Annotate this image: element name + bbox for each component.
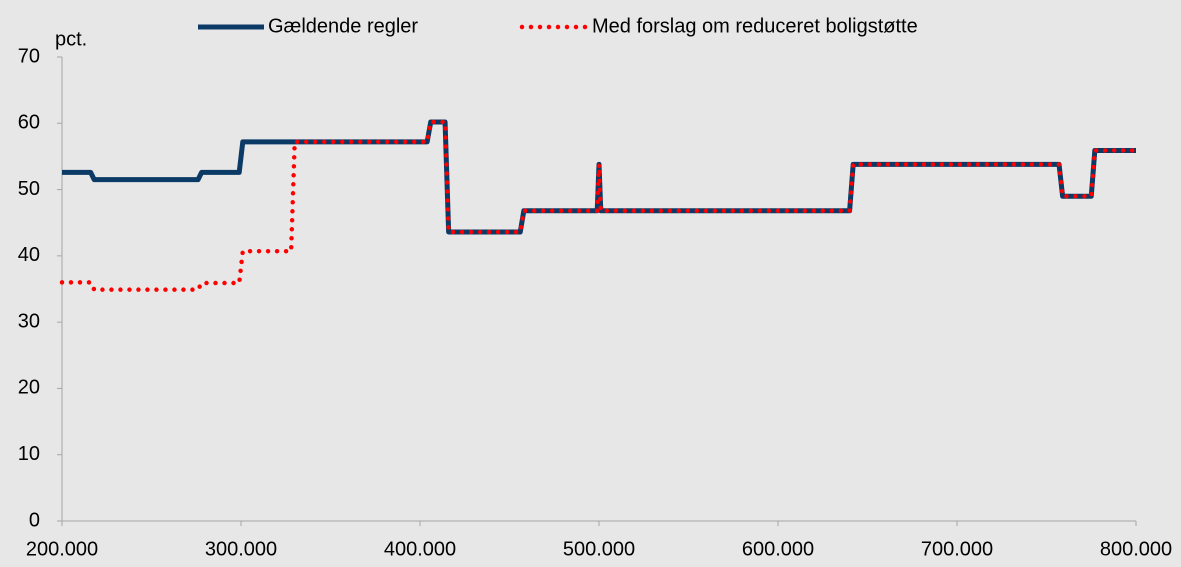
- y-axis-label: pct.: [55, 28, 87, 50]
- y-tick-label: 60: [18, 112, 40, 134]
- y-tick-label: 0: [29, 509, 40, 531]
- x-tick-label: 800.000: [1100, 538, 1172, 560]
- x-tick-label: 500.000: [563, 538, 635, 560]
- legend-label: Gældende regler: [268, 15, 418, 37]
- y-tick-label: 20: [18, 377, 40, 399]
- x-tick-label: 700.000: [921, 538, 993, 560]
- y-tick-label: 10: [18, 443, 40, 465]
- x-tick-label: 200.000: [26, 538, 98, 560]
- y-tick-label: 70: [18, 45, 40, 67]
- y-tick-label: 40: [18, 244, 40, 266]
- x-tick-label: 600.000: [742, 538, 814, 560]
- x-tick-label: 400.000: [384, 538, 456, 560]
- x-tick-label: 300.000: [205, 538, 277, 560]
- legend-label: Med forslag om reduceret boligstøtte: [592, 15, 918, 37]
- y-tick-label: 30: [18, 310, 40, 332]
- y-tick-label: 50: [18, 178, 40, 200]
- series-line: [59, 119, 1139, 292]
